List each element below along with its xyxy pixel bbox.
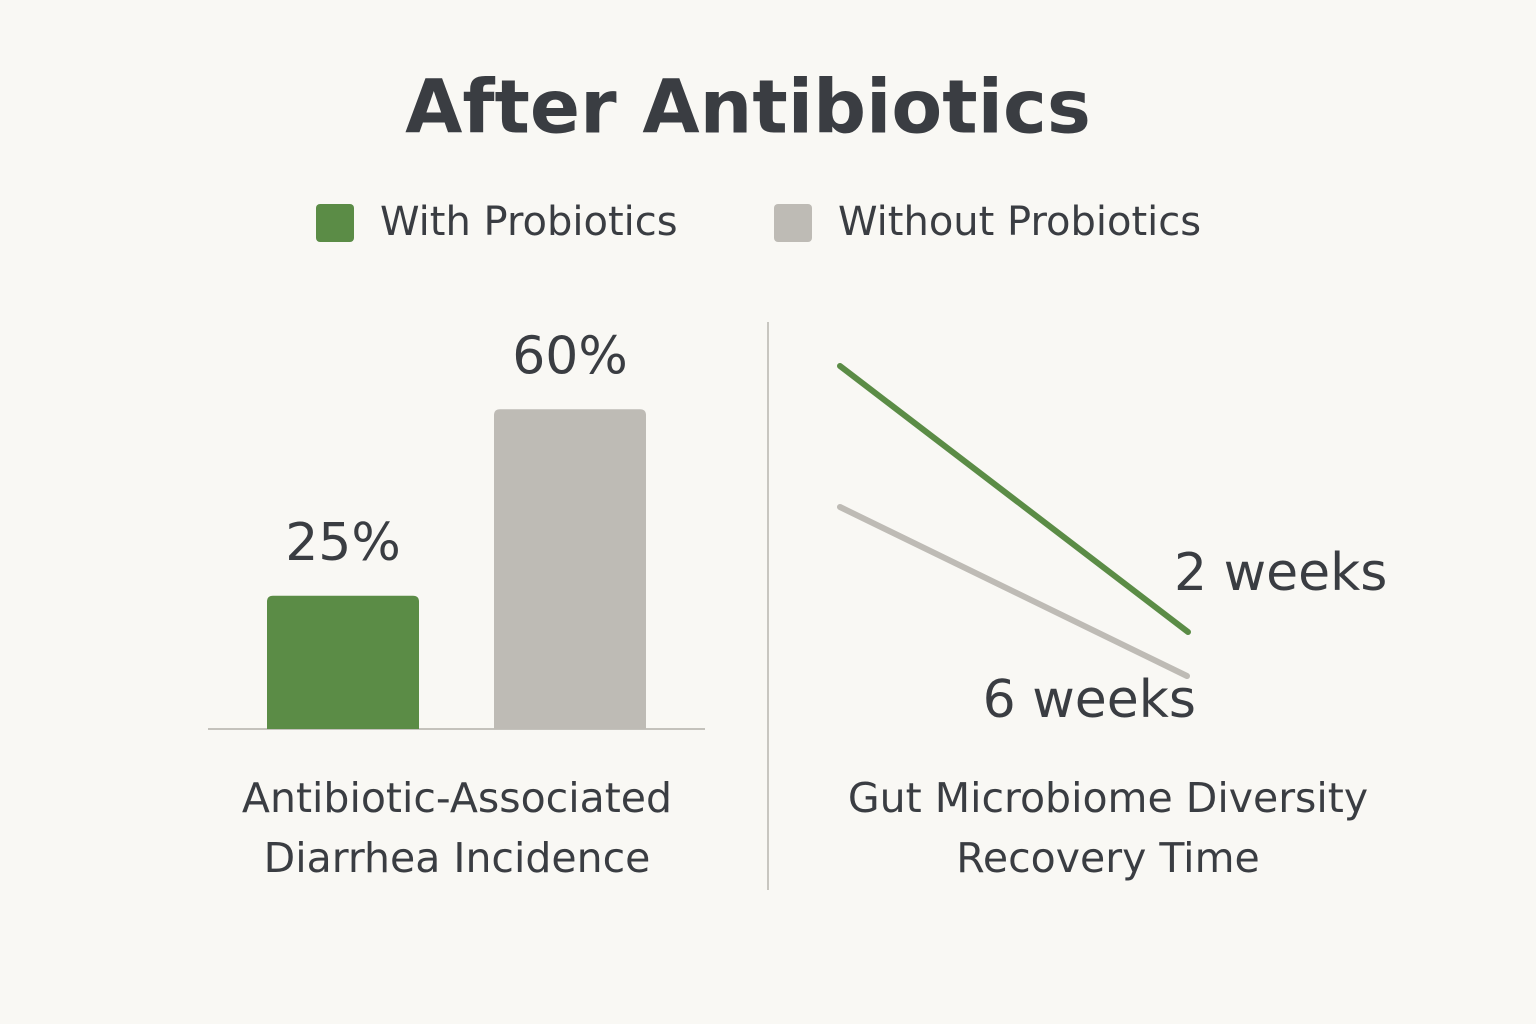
bar-value-label: 60% — [512, 326, 628, 386]
bar — [494, 409, 646, 729]
line-chart-caption: Gut Microbiome Diversity Recovery Time — [847, 774, 1369, 882]
legend-swatch — [774, 204, 812, 242]
legend-label: With Probiotics — [380, 199, 678, 245]
bar-value-label: 25% — [285, 513, 401, 573]
bar — [267, 595, 419, 729]
recovery-line — [837, 504, 1190, 679]
recovery-line — [837, 363, 1191, 635]
page-title: After Antibiotics — [405, 65, 1091, 151]
bar-chart-caption: Antibiotic-Associated Diarrhea Incidence — [241, 774, 673, 882]
line-value-label: 2 weeks — [1174, 543, 1387, 603]
legend-swatch — [316, 204, 354, 242]
line-value-label: 6 weeks — [983, 670, 1196, 730]
legend-label: Without Probiotics — [838, 199, 1201, 245]
